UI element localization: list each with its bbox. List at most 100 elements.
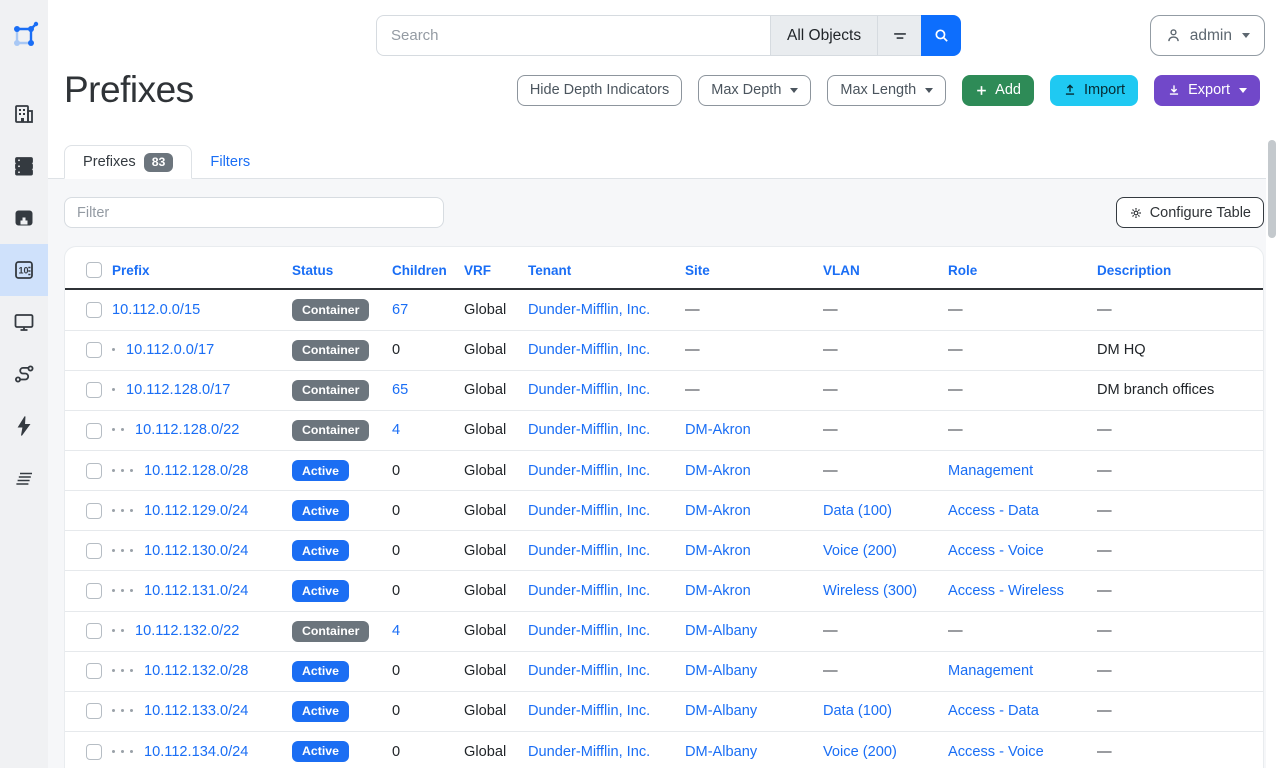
prefix-link[interactable]: 10.112.0.0/17	[126, 342, 215, 359]
column-header[interactable]: Site	[685, 251, 823, 291]
row-checkbox[interactable]	[86, 302, 102, 319]
user-menu-button[interactable]: admin	[1149, 15, 1265, 56]
row-checkbox[interactable]	[86, 382, 102, 399]
scrollbar-thumb[interactable]	[1268, 140, 1276, 238]
row-checkbox[interactable]	[86, 422, 102, 439]
row-checkbox[interactable]	[86, 623, 102, 640]
vlan-link[interactable]: Data (100)	[823, 502, 892, 519]
vrf-value: Global	[464, 502, 507, 519]
ipam-icon[interactable]: 10	[0, 244, 48, 296]
table-filter-input[interactable]	[64, 197, 444, 228]
prefix-link[interactable]: 10.112.134.0/24	[144, 743, 249, 760]
column-header[interactable]: Description	[1097, 251, 1263, 291]
logs-icon[interactable]	[0, 452, 48, 504]
children-link[interactable]: 4	[392, 623, 401, 640]
site-link[interactable]: DM-Albany	[685, 623, 758, 640]
role-link[interactable]: Management	[948, 462, 1034, 479]
vlan-link[interactable]: Voice (200)	[823, 743, 897, 760]
prefix-link[interactable]: 10.112.131.0/24	[144, 582, 249, 599]
status-badge: Active	[292, 740, 349, 763]
tenant-link[interactable]: Dunder-Mifflin, Inc.	[528, 342, 651, 359]
max-length-dropdown[interactable]: Max Length	[827, 74, 947, 106]
column-header[interactable]: VLAN	[823, 251, 948, 291]
tenant-link[interactable]: Dunder-Mifflin, Inc.	[528, 302, 651, 318]
hide-depth-indicators-button[interactable]: Hide Depth Indicators	[516, 74, 683, 106]
column-header[interactable]: Children	[392, 251, 464, 291]
site-link[interactable]: DM-Albany	[685, 703, 758, 720]
row-checkbox[interactable]	[86, 542, 102, 559]
column-header[interactable]: VRF	[464, 251, 528, 291]
search-filter-button[interactable]	[877, 15, 922, 56]
row-checkbox[interactable]	[86, 663, 102, 680]
organization-icon[interactable]	[0, 88, 48, 140]
connections-icon[interactable]	[0, 192, 48, 244]
search-input[interactable]	[376, 15, 770, 56]
row-checkbox[interactable]	[86, 703, 102, 720]
site-link[interactable]: DM-Akron	[685, 462, 751, 479]
prefix-link[interactable]: 10.112.130.0/24	[144, 542, 249, 559]
prefix-link[interactable]: 10.112.128.0/22	[135, 422, 240, 439]
site-link[interactable]: DM-Akron	[685, 422, 751, 439]
vlan-link[interactable]: Voice (200)	[823, 542, 897, 559]
row-checkbox[interactable]	[86, 462, 102, 479]
max-depth-dropdown[interactable]: Max Depth	[698, 74, 812, 106]
prefix-link[interactable]: 10.112.132.0/28	[144, 663, 249, 680]
tenant-link[interactable]: Dunder-Mifflin, Inc.	[528, 743, 651, 760]
prefix-link[interactable]: 10.112.128.0/17	[126, 382, 231, 399]
tenant-link[interactable]: Dunder-Mifflin, Inc.	[528, 462, 651, 479]
role-link[interactable]: Access - Voice	[948, 743, 1044, 760]
site-link[interactable]: DM-Albany	[685, 663, 758, 680]
site-link[interactable]: DM-Albany	[685, 743, 758, 760]
vlan-link[interactable]: Wireless (300)	[823, 582, 918, 599]
tenant-link[interactable]: Dunder-Mifflin, Inc.	[528, 422, 651, 439]
configure-table-button[interactable]: Configure Table	[1115, 197, 1264, 228]
tenant-link[interactable]: Dunder-Mifflin, Inc.	[528, 542, 651, 559]
row-checkbox[interactable]	[86, 502, 102, 519]
site-link[interactable]: DM-Akron	[685, 502, 751, 519]
netbox-logo[interactable]	[0, 8, 48, 64]
row-checkbox[interactable]	[86, 342, 102, 359]
tab-prefixes[interactable]: Prefixes 83	[64, 145, 193, 179]
search-scope-button[interactable]: All Objects	[770, 15, 878, 56]
power-icon[interactable]	[0, 400, 48, 452]
role-link[interactable]: Access - Voice	[948, 542, 1044, 559]
tab-filters[interactable]: Filters	[192, 145, 268, 178]
select-all-checkbox[interactable]	[86, 262, 102, 279]
prefix-link[interactable]: 10.112.128.0/28	[144, 462, 249, 479]
circuits-icon[interactable]	[0, 348, 48, 400]
column-header[interactable]: Tenant	[528, 251, 685, 291]
role-link[interactable]: Access - Data	[948, 502, 1039, 519]
site-link[interactable]: DM-Akron	[685, 542, 751, 559]
site-link[interactable]: DM-Akron	[685, 582, 751, 599]
prefix-link[interactable]: 10.112.0.0/15	[112, 302, 201, 318]
vrf-value: Global	[464, 302, 507, 318]
children-link[interactable]: 65	[392, 382, 409, 399]
prefix-link[interactable]: 10.112.132.0/22	[135, 623, 240, 640]
column-header[interactable]: Prefix	[112, 251, 292, 291]
prefix-link[interactable]: 10.112.129.0/24	[144, 502, 249, 519]
tenant-link[interactable]: Dunder-Mifflin, Inc.	[528, 623, 651, 640]
import-button[interactable]: Import	[1049, 74, 1139, 106]
column-header[interactable]: Role	[948, 251, 1097, 291]
search-submit-button[interactable]	[921, 15, 962, 56]
role-link[interactable]: Access - Data	[948, 703, 1039, 720]
prefix-link[interactable]: 10.112.133.0/24	[144, 703, 249, 720]
tenant-link[interactable]: Dunder-Mifflin, Inc.	[528, 582, 651, 599]
tenant-link[interactable]: Dunder-Mifflin, Inc.	[528, 703, 651, 720]
site-empty: —	[685, 302, 700, 318]
role-link[interactable]: Access - Wireless	[948, 582, 1064, 599]
tenant-link[interactable]: Dunder-Mifflin, Inc.	[528, 663, 651, 680]
add-button[interactable]: Add	[962, 74, 1034, 106]
row-checkbox[interactable]	[86, 583, 102, 600]
children-link[interactable]: 67	[392, 302, 409, 318]
row-checkbox[interactable]	[86, 743, 102, 760]
children-link[interactable]: 4	[392, 422, 401, 439]
export-dropdown[interactable]: Export	[1154, 74, 1260, 106]
devices-icon[interactable]	[0, 140, 48, 192]
role-link[interactable]: Management	[948, 663, 1034, 680]
column-header[interactable]: Status	[292, 251, 392, 291]
tenant-link[interactable]: Dunder-Mifflin, Inc.	[528, 502, 651, 519]
vlan-link[interactable]: Data (100)	[823, 703, 892, 720]
tenant-link[interactable]: Dunder-Mifflin, Inc.	[528, 382, 651, 399]
virtualization-icon[interactable]	[0, 296, 48, 348]
